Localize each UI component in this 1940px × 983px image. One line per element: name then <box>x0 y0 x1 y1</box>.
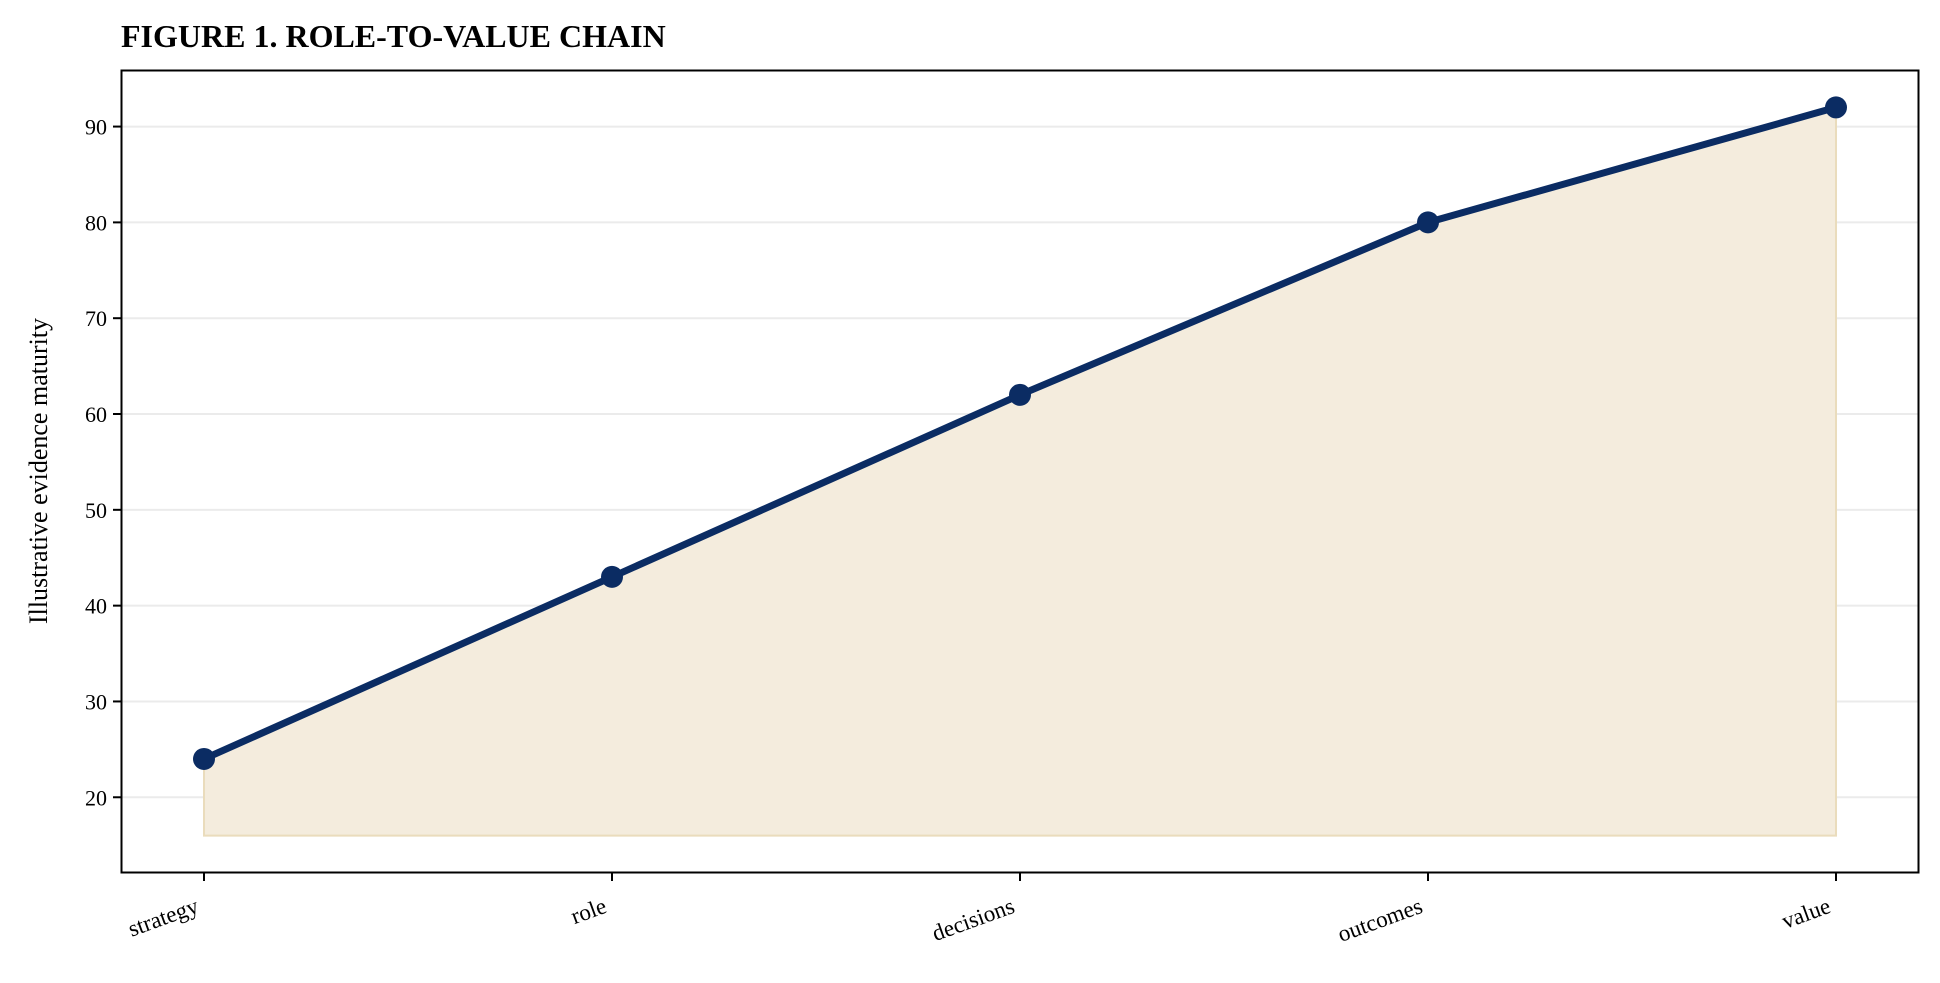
y-tick-label: 40 <box>85 594 107 619</box>
y-axis-label: Illustrative evidence maturity <box>24 318 53 624</box>
y-tick-label: 90 <box>85 115 107 140</box>
chart-title: FIGURE 1. ROLE-TO-VALUE CHAIN <box>121 18 666 54</box>
y-tick-label: 30 <box>85 689 107 714</box>
y-axis-ticks: 20 30 40 50 60 70 80 90 <box>85 115 122 810</box>
y-tick-label: 50 <box>85 498 107 523</box>
data-points <box>193 96 1847 770</box>
data-point-role <box>601 565 623 588</box>
y-tick-label: 80 <box>85 210 107 235</box>
data-point-value <box>1825 96 1847 119</box>
y-tick-label: 60 <box>85 402 107 427</box>
data-point-strategy <box>193 747 215 770</box>
y-tick-label: 20 <box>85 785 107 810</box>
data-point-outcomes <box>1417 211 1439 234</box>
y-tick-label: 70 <box>85 306 107 331</box>
data-point-decisions <box>1009 383 1031 406</box>
